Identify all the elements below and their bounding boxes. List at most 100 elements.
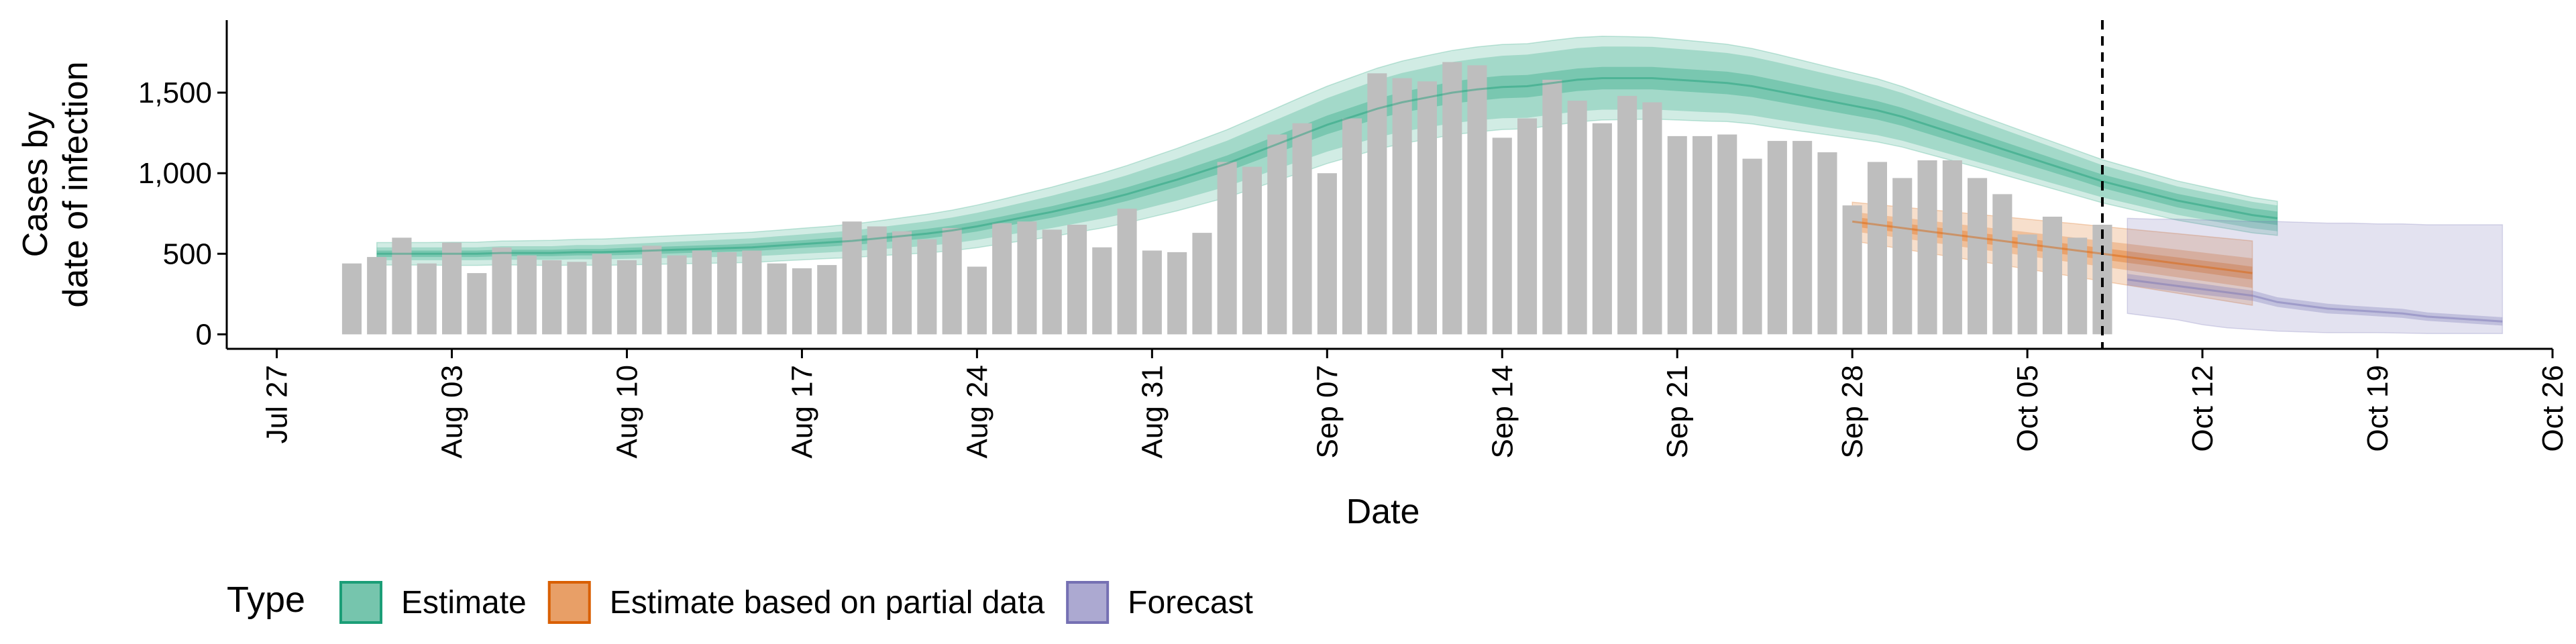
x-tick-label-2: Aug 10 [611, 365, 644, 458]
legend-key-2 [1066, 581, 1110, 624]
x-tick-label-0: Jul 27 [261, 365, 294, 443]
bar-31 [1117, 209, 1137, 335]
bar-23 [917, 239, 937, 335]
bar-69 [2068, 237, 2088, 335]
bar-2 [392, 237, 412, 335]
bars-group [341, 62, 2112, 335]
bar-1 [367, 257, 387, 335]
x-tick-label-7: Sep 14 [1486, 365, 1519, 458]
legend-label-0: Estimate [401, 585, 527, 621]
bar-49 [1567, 101, 1587, 335]
bar-0 [341, 263, 362, 335]
bar-57 [1767, 141, 1787, 335]
bar-19 [817, 265, 837, 335]
bar-32 [1142, 250, 1162, 335]
bar-25 [967, 266, 987, 335]
y-axis-title-line-0: Cases by [16, 112, 55, 258]
bar-35 [1217, 162, 1237, 335]
x-tick-label-11: Oct 12 [2186, 365, 2219, 452]
bar-38 [1292, 123, 1312, 335]
bar-9 [567, 262, 587, 335]
bar-5 [467, 273, 487, 335]
bar-20 [842, 221, 862, 335]
y-tick-label-3: 1,500 [138, 76, 212, 109]
x-tick-label-5: Aug 31 [1136, 365, 1169, 458]
bar-46 [1492, 138, 1512, 335]
x-tick-label-12: Oct 19 [2361, 365, 2394, 452]
bar-42 [1392, 78, 1412, 335]
forecast-median-line [2127, 278, 2503, 323]
bar-15 [717, 252, 737, 335]
bar-40 [1342, 118, 1362, 335]
bar-6 [492, 247, 512, 335]
bar-30 [1092, 247, 1112, 335]
bar-48 [1542, 79, 1562, 335]
forecast-inner-band [2127, 274, 2503, 326]
bar-54 [1693, 136, 1713, 335]
bar-17 [767, 263, 787, 335]
bar-8 [542, 260, 562, 335]
x-tick-label-6: Sep 07 [1311, 365, 1344, 458]
bar-56 [1742, 158, 1762, 335]
bar-3 [417, 263, 437, 335]
bar-41 [1367, 73, 1387, 335]
bar-59 [1817, 152, 1837, 335]
bar-10 [592, 254, 612, 335]
x-tick-label-4: Aug 24 [961, 365, 994, 458]
bar-58 [1792, 141, 1813, 335]
bar-27 [1017, 221, 1037, 335]
bar-47 [1517, 118, 1538, 335]
bar-50 [1592, 123, 1612, 335]
y-tick-label-1: 500 [163, 237, 212, 270]
bar-33 [1167, 252, 1187, 335]
bar-66 [1992, 194, 2012, 335]
estimate-based-on-partial-data-median-line [1852, 220, 2253, 274]
x-tick-label-3: Aug 17 [786, 365, 818, 458]
bar-67 [2017, 234, 2037, 335]
legend-title: Type [227, 580, 305, 620]
bar-44 [1442, 62, 1462, 335]
bar-13 [667, 255, 687, 335]
bar-18 [792, 268, 812, 335]
bar-34 [1192, 233, 1212, 335]
x-tick-label-9: Sep 28 [1836, 365, 1869, 458]
bar-39 [1317, 173, 1337, 335]
bar-64 [1942, 160, 1962, 335]
forecast-outer-band [2127, 217, 2504, 334]
median-lines [376, 77, 2503, 323]
bar-63 [1917, 160, 1937, 335]
estimate-mid-band [376, 46, 2277, 260]
bar-14 [692, 250, 712, 335]
x-tick-label-13: Oct 26 [2536, 365, 2569, 452]
bar-21 [867, 226, 887, 335]
bar-60 [1842, 205, 1862, 335]
legend-label-1: Estimate based on partial data [610, 585, 1045, 621]
bar-11 [616, 260, 637, 335]
bar-4 [442, 242, 462, 335]
bar-16 [742, 250, 762, 335]
legend-key-0 [339, 581, 382, 624]
bar-51 [1617, 95, 1638, 335]
bar-26 [992, 223, 1012, 335]
bar-36 [1242, 166, 1262, 335]
bar-45 [1467, 65, 1487, 335]
bar-65 [1968, 178, 1988, 335]
bar-55 [1717, 134, 1737, 335]
legend: Type Estimate Estimate based on partial da… [227, 580, 1253, 624]
bar-29 [1067, 225, 1087, 335]
bar-68 [2042, 217, 2062, 335]
bar-28 [1042, 229, 1062, 335]
bar-53 [1667, 136, 1687, 335]
x-tick-label-8: Sep 21 [1661, 365, 1694, 458]
x-axis-title: Date [1346, 492, 1420, 531]
y-axis-title-line-1: date of infection [56, 61, 95, 307]
legend-key-1 [547, 581, 591, 624]
axes: 0 500 1,000 1,500 Jul 27 Aug 03 Aug 10 Aug 17 Au… [16, 20, 2569, 531]
y-tick-label-0: 0 [196, 318, 212, 351]
bar-62 [1892, 178, 1913, 335]
bar-24 [942, 227, 962, 335]
x-tick-label-1: Aug 03 [436, 365, 469, 458]
bar-61 [1867, 162, 1887, 335]
y-tick-label-2: 1,000 [138, 157, 212, 190]
